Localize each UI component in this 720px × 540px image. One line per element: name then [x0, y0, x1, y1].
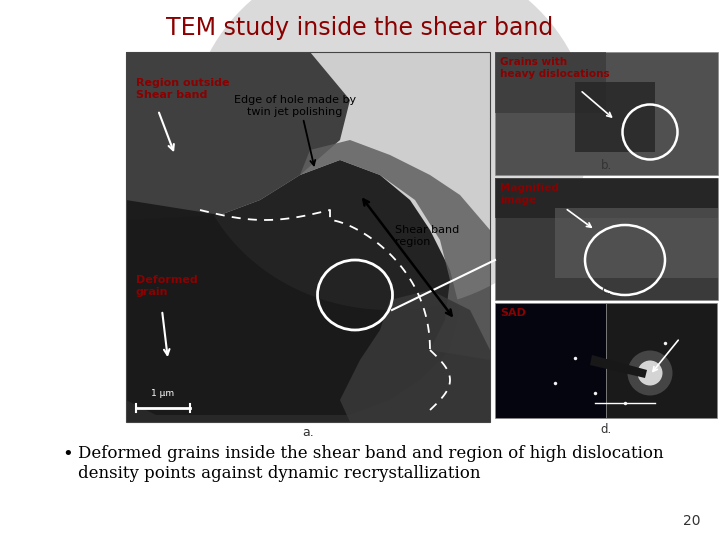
Text: SAD: SAD [500, 308, 526, 318]
Text: a.: a. [302, 426, 314, 439]
Text: c.: c. [601, 284, 611, 297]
Text: Deformed
grain: Deformed grain [136, 275, 198, 296]
Bar [575, 82, 655, 152]
Text: TEM study inside the shear band: TEM study inside the shear band [166, 16, 554, 40]
Ellipse shape [637, 361, 662, 386]
Bar [555, 208, 718, 278]
Polygon shape [126, 52, 350, 220]
Text: Shear band
region: Shear band region [395, 225, 459, 247]
Text: b.: b. [600, 159, 611, 172]
Bar [495, 52, 606, 113]
Text: Region outside
Shear band: Region outside Shear band [136, 78, 230, 99]
Bar [606, 303, 717, 418]
Polygon shape [590, 355, 647, 378]
Text: 1 μm: 1 μm [151, 389, 174, 398]
Bar [495, 52, 718, 175]
Bar [495, 178, 718, 218]
Text: Deformed grains inside the shear band and region of high dislocation
density poi: Deformed grains inside the shear band an… [78, 445, 664, 482]
Bar [126, 52, 490, 422]
Polygon shape [300, 140, 490, 360]
Text: Grains with
heavy dislocations: Grains with heavy dislocations [500, 57, 610, 79]
Text: Edge of hole made by
twin jet polishing: Edge of hole made by twin jet polishing [234, 95, 356, 117]
Bar [495, 303, 606, 418]
Bar [495, 178, 718, 300]
Text: •: • [62, 445, 73, 463]
Polygon shape [340, 290, 490, 422]
Text: Magnified
image: Magnified image [500, 183, 559, 205]
Text: d.: d. [600, 423, 611, 436]
Polygon shape [126, 160, 460, 415]
Bar [126, 52, 490, 422]
Text: 20: 20 [683, 514, 700, 528]
Ellipse shape [628, 350, 672, 395]
Ellipse shape [190, 0, 590, 310]
